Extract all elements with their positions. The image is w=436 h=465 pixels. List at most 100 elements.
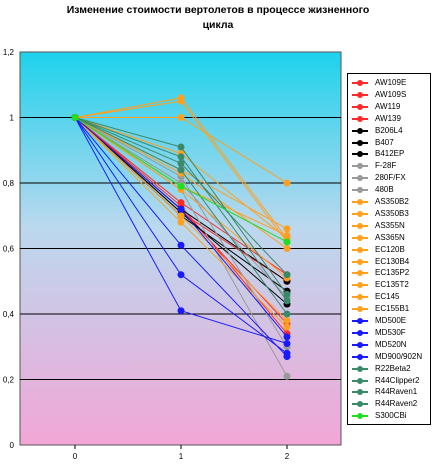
data-point — [283, 317, 291, 325]
data-point — [177, 271, 185, 279]
legend-label: B412EP — [375, 149, 405, 159]
legend-marker — [357, 115, 363, 122]
legend-label: B206L4 — [375, 125, 403, 135]
data-point — [177, 159, 185, 167]
y-tick-label: 0,8 — [3, 179, 15, 188]
data-point — [177, 307, 185, 315]
y-tick-label: 0,4 — [3, 310, 15, 319]
x-tick-label: 0 — [73, 452, 78, 461]
data-point — [283, 225, 291, 233]
legend-marker — [357, 389, 363, 396]
legend-marker — [357, 413, 363, 420]
legend-item: AW109S — [348, 89, 432, 101]
y-tick-label: 1,2 — [3, 48, 15, 57]
y-tick-label: 1 — [10, 114, 15, 123]
y-tick-label: 0,6 — [3, 245, 15, 254]
legend-marker — [357, 103, 363, 110]
legend-marker — [357, 329, 363, 336]
chart-title-line-1: Изменение стоимости вертолетов в процесс… — [66, 4, 370, 16]
legend-label: EC135P2 — [375, 268, 410, 278]
legend-label: AW109S — [375, 89, 407, 99]
legend-marker — [357, 199, 363, 205]
legend-marker — [357, 127, 363, 134]
legend-item: AW109E — [348, 77, 432, 89]
legend-marker — [357, 246, 363, 253]
legend: AW109E AW109S AW119 AW139 B206L4 B407 B412EP F-… — [347, 73, 431, 425]
legend-label: AS365N — [375, 232, 405, 242]
legend-item: B412EP — [348, 148, 432, 160]
data-point — [283, 245, 291, 252]
legend-label: AS350B2 — [375, 197, 409, 206]
data-point — [283, 339, 291, 347]
legend-label: EC155B1 — [375, 304, 410, 314]
legend-marker — [357, 270, 363, 277]
legend-label: AW119 — [375, 101, 401, 111]
x-tick-label: 1 — [179, 452, 184, 461]
legend-item: EC145 — [348, 291, 432, 303]
data-point — [177, 205, 185, 213]
legend-item: B206L4 — [348, 125, 432, 137]
legend-item: R44Raven1 — [348, 386, 432, 398]
legend-item: R44Clipper2 — [348, 375, 432, 387]
data-point — [283, 179, 291, 187]
legend-item: MD900/902N — [348, 351, 432, 363]
legend-label: R44Clipper2 — [375, 375, 420, 385]
legend-marker — [357, 318, 363, 324]
chart-title-line-2: цикла — [202, 19, 234, 31]
legend-item: EC135P2 — [348, 267, 432, 279]
x-tick-label: 2 — [285, 452, 290, 461]
legend-item: 480B — [348, 184, 432, 196]
legend-item: MD500E — [348, 315, 432, 327]
legend-label: MD530F — [375, 327, 406, 337]
y-tick-label: 0,2 — [3, 376, 15, 385]
legend-label: R22Beta2 — [375, 363, 411, 373]
legend-label: EC135T2 — [375, 280, 409, 290]
legend-marker — [357, 222, 363, 229]
legend-item: AS350B2 — [348, 196, 432, 208]
legend-label: AS350B3 — [375, 208, 409, 218]
data-point — [177, 153, 185, 161]
legend-item: 280F/FX — [348, 172, 432, 184]
legend-item: EC155B1 — [348, 303, 432, 315]
legend-item: F-28F — [348, 160, 432, 172]
data-point — [283, 297, 291, 305]
legend-item: S300CBi — [348, 410, 432, 422]
legend-item: AW139 — [348, 113, 432, 125]
legend-label: MD500E — [375, 316, 407, 325]
y-tick-label: 0 — [10, 441, 15, 450]
legend-label: R44Raven1 — [375, 387, 418, 397]
legend-label: F-28F — [375, 161, 397, 171]
legend-marker — [357, 91, 363, 98]
data-point — [71, 114, 79, 121]
legend-marker — [357, 210, 363, 217]
legend-item: EC130B4 — [348, 256, 432, 268]
legend-marker — [357, 175, 363, 182]
data-point — [177, 218, 185, 226]
legend-item: MD530F — [348, 327, 432, 339]
legend-marker — [357, 80, 363, 86]
legend-item: R22Beta2 — [348, 363, 432, 375]
legend-item: AS365N — [348, 232, 432, 244]
legend-item: MD520N — [348, 339, 432, 351]
legend-label: MD900/902N — [375, 351, 423, 361]
legend-marker — [357, 139, 363, 146]
legend-item: AS355N — [348, 220, 432, 232]
data-point — [177, 97, 185, 105]
legend-item: AS350B3 — [348, 208, 432, 220]
legend-item: EC135T2 — [348, 279, 432, 291]
data-point — [283, 333, 291, 341]
legend-label: EC145 — [375, 292, 400, 302]
legend-marker — [357, 353, 363, 360]
data-point — [177, 212, 185, 220]
legend-marker — [357, 306, 363, 313]
legend-marker — [357, 151, 363, 158]
legend-marker — [357, 187, 363, 194]
legend-marker — [357, 401, 363, 408]
legend-label: AW139 — [375, 113, 401, 123]
legend-label: S300CBi — [375, 411, 407, 421]
legend-item: R44Raven2 — [348, 398, 432, 410]
legend-label: AW109E — [375, 78, 407, 87]
legend-label: 280F/FX — [375, 173, 406, 183]
